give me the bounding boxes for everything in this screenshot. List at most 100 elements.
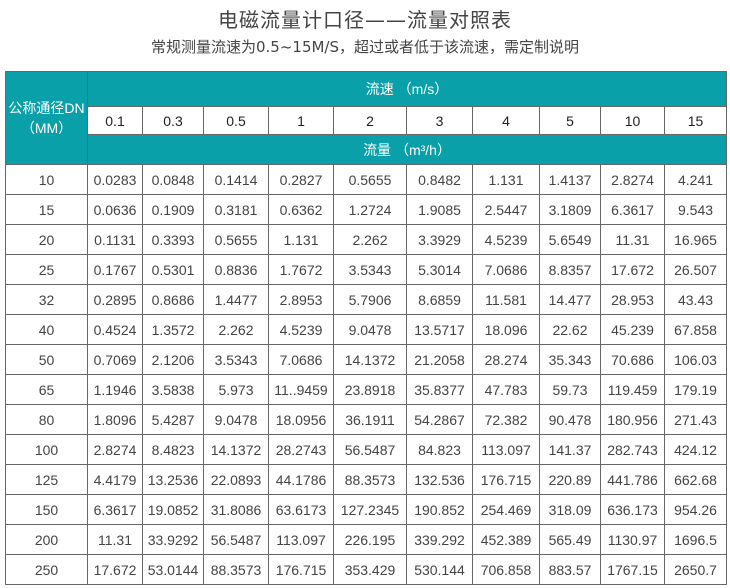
velocity-row: 0.1 0.3 0.5 1 2 3 4 5 10 15 <box>6 106 728 135</box>
dn-header-line2: （MM） <box>20 120 73 136</box>
flow-cell: 441.786 <box>600 464 665 495</box>
flow-cell: 47.783 <box>472 374 540 405</box>
flow-cell: 56.5487 <box>203 524 269 555</box>
flow-cell: 636.173 <box>600 494 665 525</box>
flow-cell: 339.292 <box>406 524 473 555</box>
velocity-cell: 2 <box>333 106 407 135</box>
flow-cell: 226.195 <box>333 524 407 555</box>
dn-cell: 125 <box>5 464 88 495</box>
flow-cell: 954.26 <box>663 494 728 525</box>
flow-cell: 14.1372 <box>333 344 407 375</box>
flow-cell: 16.965 <box>663 224 728 255</box>
flow-cell: 0.4524 <box>87 314 143 345</box>
flow-cell: 8.4823 <box>142 434 204 465</box>
table-row: 25 0.1767 0.5301 0.8836 1.7672 3.5343 5.3014 7.… <box>5 254 728 285</box>
flow-cell: 0.1131 <box>87 224 143 255</box>
flow-cell: 8.8357 <box>539 254 601 285</box>
flow-cell: 88.3573 <box>203 554 269 585</box>
flow-cell: 3.5343 <box>203 344 269 375</box>
flow-cell: 23.8918 <box>333 374 407 405</box>
flow-cell: 0.1414 <box>203 164 269 195</box>
flow-cell: 565.49 <box>539 524 601 555</box>
dn-cell: 100 <box>5 434 88 465</box>
flow-cell: 11.31 <box>600 224 665 255</box>
flow-cell: 4.5239 <box>268 314 334 345</box>
flow-cell: 0.6362 <box>268 194 334 225</box>
flow-cell: 1.131 <box>268 224 334 255</box>
flow-cell: 90.478 <box>539 404 601 435</box>
flow-header: 流量 （m³/h） <box>86 134 728 165</box>
flow-cell: 180.956 <box>600 404 665 435</box>
table-row: 50 0.7069 2.1206 3.5343 7.0686 14.1372 21.2058… <box>5 344 728 375</box>
flow-cell: 31.8086 <box>203 494 269 525</box>
table-row: 250 17.672 53.0144 88.3573 176.715 353.429 530… <box>5 554 728 585</box>
flow-cell: 1.7672 <box>268 254 334 285</box>
flow-cell: 70.686 <box>600 344 665 375</box>
velocity-cell: 1 <box>268 106 334 135</box>
flow-cell: 179.19 <box>663 374 728 405</box>
dn-cell: 50 <box>5 344 88 375</box>
flow-cell: 6.3617 <box>87 494 143 525</box>
table-row: 150 6.3617 19.0852 31.8086 63.6173 127.2345 19… <box>5 494 728 525</box>
flow-cell: 530.144 <box>406 554 473 585</box>
flow-cell: 706.858 <box>472 554 540 585</box>
flow-cell: 7.0686 <box>472 254 540 285</box>
flow-cell: 17.672 <box>87 554 143 585</box>
flow-cell: 88.3573 <box>333 464 407 495</box>
flow-cell: 56.5487 <box>333 434 407 465</box>
flow-cell: 9.0478 <box>333 314 407 345</box>
flow-cell: 2.8274 <box>600 164 665 195</box>
flow-cell: 0.0283 <box>87 164 143 195</box>
table-row: 20 0.1131 0.3393 0.5655 1.131 2.262 3.3929 4.52… <box>5 224 728 255</box>
flow-cell: 53.0144 <box>142 554 204 585</box>
table-row: 65 1.1946 3.5838 5.973 11..9459 23.8918 35.837… <box>5 374 728 405</box>
velocity-cell: 15 <box>663 106 728 135</box>
flow-cell: 3.1809 <box>539 194 601 225</box>
flow-cell: 106.03 <box>663 344 728 375</box>
flow-cell: 1.8096 <box>87 404 143 435</box>
dn-cell: 32 <box>5 284 88 315</box>
table-row: 15 0.0636 0.1909 0.3181 0.6362 1.2724 1.9085 2.… <box>5 194 728 225</box>
flow-cell: 883.57 <box>539 554 601 585</box>
flow-cell: 113.097 <box>268 524 334 555</box>
flow-cell: 19.0852 <box>142 494 204 525</box>
flow-cell: 2.262 <box>333 224 407 255</box>
flow-cell: 5.6549 <box>539 224 601 255</box>
velocity-cell: 0.1 <box>87 106 143 135</box>
flow-cell: 11.31 <box>87 524 143 555</box>
flow-cell: 5.3014 <box>406 254 473 285</box>
flow-cell: 44.1786 <box>268 464 334 495</box>
flow-cell: 72.382 <box>472 404 540 435</box>
flow-cell: 22.0893 <box>203 464 269 495</box>
table-row: 100 2.8274 8.4823 14.1372 28.2743 56.5487 84.8… <box>5 434 728 465</box>
velocity-cell: 5 <box>539 106 601 135</box>
flow-cell: 318.09 <box>539 494 601 525</box>
velocity-cell: 0.3 <box>142 106 204 135</box>
flow-cell: 2.8953 <box>268 284 334 315</box>
flow-cell: 84.823 <box>406 434 473 465</box>
flow-cell: 14.477 <box>539 284 601 315</box>
flow-cell: 2.5447 <box>472 194 540 225</box>
flow-cell: 1.2724 <box>333 194 407 225</box>
flow-cell: 4.5239 <box>472 224 540 255</box>
dn-cell: 65 <box>5 374 88 405</box>
velocity-cell: 10 <box>600 106 665 135</box>
flow-cell: 28.274 <box>472 344 540 375</box>
flow-cell: 0.0848 <box>142 164 204 195</box>
table-row: 80 1.8096 5.4287 9.0478 18.0956 36.1911 54.286… <box>5 404 728 435</box>
flow-cell: 176.715 <box>472 464 540 495</box>
flow-cell: 1.4477 <box>203 284 269 315</box>
flow-cell: 9.543 <box>663 194 728 225</box>
flow-cell: 0.2827 <box>268 164 334 195</box>
page-subtitle: 常规测量流速为0.5~15M/S，超过或者低于该流速，需定制说明 <box>150 38 580 56</box>
flow-cell: 2650.7 <box>663 554 728 585</box>
dn-cell: 250 <box>5 554 88 585</box>
flow-cell: 119.459 <box>600 374 665 405</box>
flow-cell: 33.9292 <box>142 524 204 555</box>
flow-cell: 4.4179 <box>87 464 143 495</box>
flow-cell: 220.89 <box>539 464 601 495</box>
flow-cell: 132.536 <box>406 464 473 495</box>
flow-cell: 0.3393 <box>142 224 204 255</box>
flow-cell: 28.953 <box>600 284 665 315</box>
flow-cell: 43.43 <box>663 284 728 315</box>
